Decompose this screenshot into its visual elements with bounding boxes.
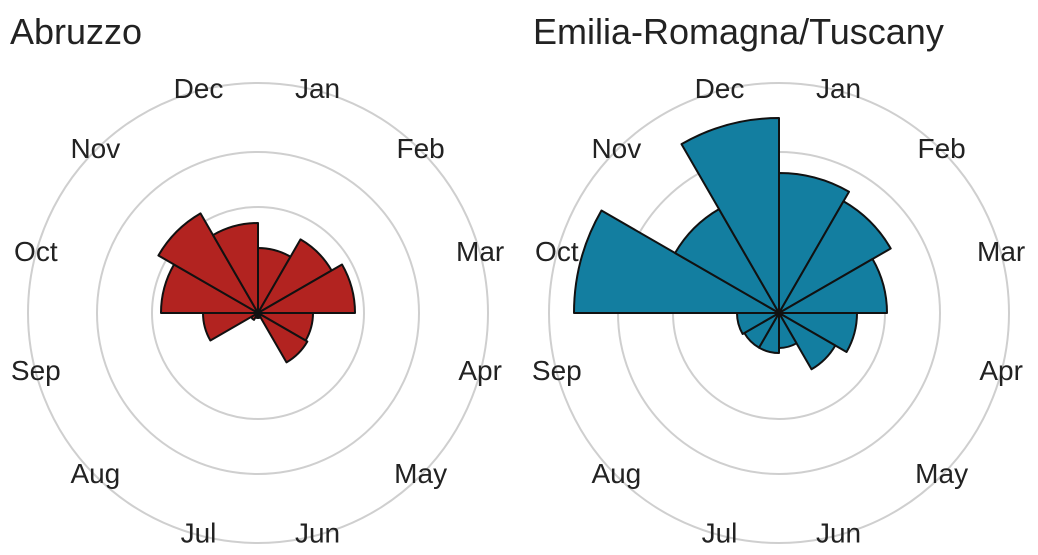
month-label: Feb [918, 133, 966, 164]
month-label: May [394, 458, 447, 489]
month-label: Nov [70, 133, 120, 164]
grid-circle [548, 82, 1010, 544]
bar [778, 200, 892, 314]
bar [257, 263, 356, 314]
month-label: Mar [977, 236, 1025, 267]
month-label: Aug [70, 458, 120, 489]
month-label: Sep [11, 355, 61, 386]
grid-circle [27, 82, 489, 544]
bar [573, 209, 780, 314]
month-label: Dec [695, 73, 745, 104]
bar [257, 312, 309, 364]
bar [778, 312, 858, 353]
month-label: Apr [979, 355, 1023, 386]
month-label: Aug [591, 458, 641, 489]
month-label: Apr [458, 355, 502, 386]
month-label: Jun [816, 518, 861, 549]
bar [778, 258, 888, 314]
month-label: Feb [397, 133, 445, 164]
month-label: Jan [295, 73, 340, 104]
month-label: Jul [702, 518, 738, 549]
bar [680, 117, 780, 314]
month-label: Mar [456, 236, 504, 267]
grid-circle [151, 206, 365, 420]
month-label: Nov [591, 133, 641, 164]
month-label: Jan [816, 73, 861, 104]
month-label: Jun [295, 518, 340, 549]
chart-title: Abruzzo [10, 11, 142, 52]
bar [778, 312, 837, 371]
month-label: Oct [14, 236, 58, 267]
chart-title: Emilia-Romagna/Tuscany [533, 11, 944, 52]
bar [212, 222, 259, 314]
grid-circle [96, 151, 420, 475]
month-label: Sep [532, 355, 582, 386]
month-label: Oct [535, 236, 579, 267]
bar [202, 312, 259, 342]
month-label: May [915, 458, 968, 489]
bar [157, 212, 259, 314]
month-label: Dec [174, 73, 224, 104]
month-label: Jul [181, 518, 217, 549]
